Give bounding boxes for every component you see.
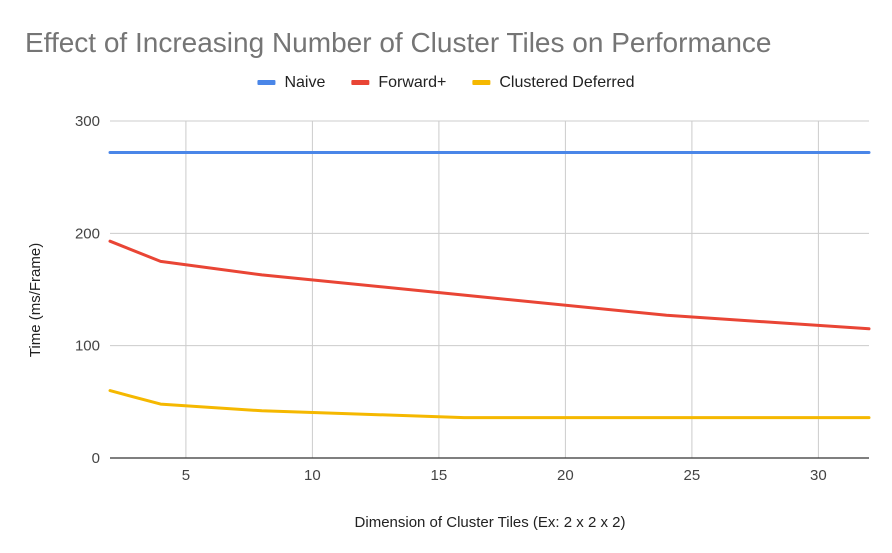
legend-label-clustered-deferred: Clustered Deferred [499,74,634,91]
y-axis-ticks: 0 100 200 300 [75,113,100,467]
chart-title: Effect of Increasing Number of Cluster T… [25,27,771,58]
legend-swatch-naive [257,80,276,85]
x-tick-label: 15 [431,467,448,484]
y-tick-label: 0 [92,450,100,467]
series-line-forward- [108,239,871,331]
y-tick-label: 200 [75,225,100,242]
y-tick-label: 100 [75,338,100,355]
legend-swatch-forward- [351,80,370,85]
legend-swatch-clustered-deferred [472,80,491,85]
x-axis-label: Dimension of Cluster Tiles (Ex: 2 x 2 x … [355,514,626,531]
x-tick-label: 10 [304,467,321,484]
x-axis-ticks: 5 10 15 20 25 30 [182,467,827,484]
legend: Naive Forward+ Clustered Deferred [257,74,635,91]
x-tick-label: 5 [182,467,190,484]
x-tick-label: 30 [810,467,827,484]
legend-label-forward-: Forward+ [378,74,446,91]
legend-label-naive: Naive [284,74,325,91]
x-tick-label: 25 [684,467,701,484]
series-line-clustered-deferred [108,389,871,420]
y-axis-label: Time (ms/Frame) [27,243,44,357]
y-tick-label: 300 [75,113,100,130]
series-lines [108,151,871,420]
x-tick-label: 20 [557,467,574,484]
gridlines [110,120,869,459]
